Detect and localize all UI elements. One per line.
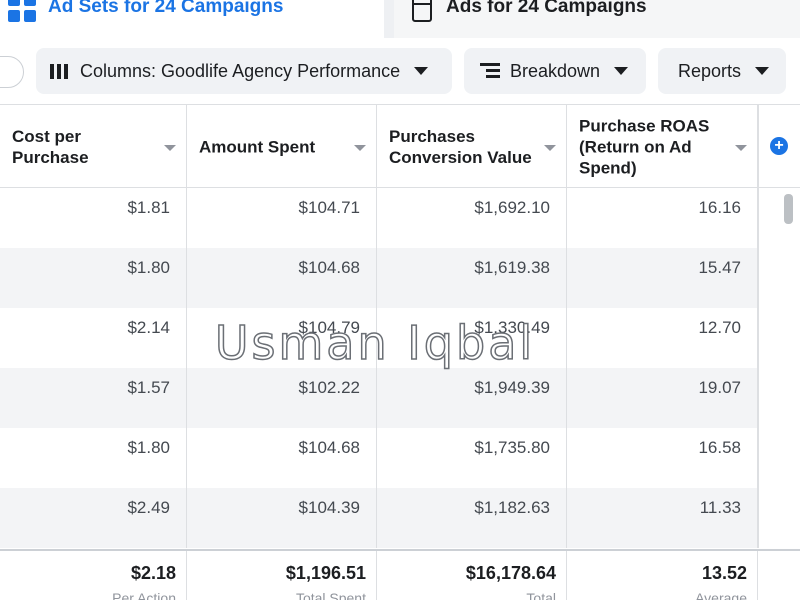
breakdown-label: Breakdown: [510, 60, 601, 81]
cell-cost-per-purchase: $2.14: [0, 308, 187, 368]
ad-page-icon: [412, 0, 432, 22]
sort-caret-icon[interactable]: [735, 145, 747, 151]
reports-label: Reports: [678, 60, 742, 81]
cell-cost-per-purchase: $1.57: [0, 368, 187, 428]
cell-amount-spent: $104.79: [187, 308, 377, 368]
total-cost-per-purchase: $2.18 Per Action: [0, 551, 187, 600]
tab-bar: Ad Sets for 24 Campaigns Ads for 24 Camp…: [0, 0, 800, 38]
cell-amount-spent: $104.68: [187, 248, 377, 308]
breakdown-dropdown[interactable]: Breakdown: [464, 48, 646, 94]
cell-roas: 12.70: [567, 308, 758, 368]
breakdown-icon: [480, 62, 500, 80]
table-row[interactable]: $2.49 $104.39 $1,182.63 11.33: [0, 488, 758, 548]
cell-cost-per-purchase: $2.49: [0, 488, 187, 548]
cell-conversion-value: $1,735.80: [377, 428, 567, 488]
cell-roas: 16.16: [567, 188, 758, 248]
total-conversion-value: $16,178.64 Total: [377, 551, 567, 600]
cell-roas: 11.33: [567, 488, 758, 548]
tab-ads[interactable]: Ads for 24 Campaigns: [394, 0, 800, 38]
sort-caret-icon[interactable]: [164, 145, 176, 151]
cell-roas: 16.58: [567, 428, 758, 488]
cell-conversion-value: $1,619.38: [377, 248, 567, 308]
cell-amount-spent: $104.39: [187, 488, 377, 548]
chevron-down-icon: [614, 67, 629, 75]
sort-caret-icon[interactable]: [354, 145, 366, 151]
cell-amount-spent: $102.22: [187, 368, 377, 428]
tab-ad-sets-label: Ad Sets for 24 Campaigns: [48, 0, 284, 17]
table-row[interactable]: $1.57 $102.22 $1,949.39 19.07: [0, 368, 758, 428]
chevron-down-icon: [414, 67, 429, 75]
cell-conversion-value: $1,692.10: [377, 188, 567, 248]
cell-cost-per-purchase: $1.81: [0, 188, 187, 248]
plus-icon: +: [770, 137, 788, 155]
total-amount-spent: $1,196.51 Total Spent: [187, 551, 377, 600]
total-roas: 13.52 Average: [567, 551, 758, 600]
table-row[interactable]: $1.80 $104.68 $1,619.38 15.47: [0, 248, 758, 308]
view-toggle[interactable]: [0, 56, 24, 88]
grid-icon: [8, 0, 36, 22]
table-row[interactable]: $1.81 $104.71 $1,692.10 16.16: [0, 188, 758, 248]
table-row[interactable]: $2.14 $104.79 $1,330.49 12.70: [0, 308, 758, 368]
cell-roas: 15.47: [567, 248, 758, 308]
table-toolbar: Columns: Goodlife Agency Performance Bre…: [0, 38, 800, 104]
column-header-purchases-conversion-value[interactable]: Purchases Conversion Value: [377, 105, 567, 189]
column-header-purchase-roas[interactable]: Purchase ROAS (Return on Ad Spend): [567, 105, 758, 189]
cell-amount-spent: $104.71: [187, 188, 377, 248]
table-row[interactable]: $1.80 $104.68 $1,735.80 16.58: [0, 428, 758, 488]
chevron-down-icon: [755, 67, 770, 75]
cell-cost-per-purchase: $1.80: [0, 428, 187, 488]
cell-roas: 19.07: [567, 368, 758, 428]
cell-conversion-value: $1,330.49: [377, 308, 567, 368]
columns-dropdown[interactable]: Columns: Goodlife Agency Performance: [36, 48, 452, 94]
sort-caret-icon[interactable]: [544, 145, 556, 151]
cell-amount-spent: $104.68: [187, 428, 377, 488]
column-header-cost-per-purchase[interactable]: Cost per Purchase: [0, 105, 187, 189]
cell-conversion-value: $1,182.63: [377, 488, 567, 548]
reports-dropdown[interactable]: Reports: [658, 48, 786, 94]
column-header-amount-spent[interactable]: Amount Spent: [187, 105, 377, 189]
vertical-scrollbar[interactable]: [784, 194, 793, 224]
tab-ad-sets[interactable]: Ad Sets for 24 Campaigns: [0, 0, 384, 38]
cell-conversion-value: $1,949.39: [377, 368, 567, 428]
totals-row: $2.18 Per Action $1,196.51 Total Spent $…: [0, 549, 800, 600]
columns-icon: [50, 63, 68, 79]
scroll-gutter: [758, 188, 800, 548]
columns-label: Columns: Goodlife Agency Performance: [80, 60, 401, 81]
add-column-button[interactable]: +: [758, 105, 800, 189]
table-header: Cost per Purchase Amount Spent Purchases…: [0, 104, 800, 189]
cell-cost-per-purchase: $1.80: [0, 248, 187, 308]
tab-ads-label: Ads for 24 Campaigns: [446, 0, 647, 17]
